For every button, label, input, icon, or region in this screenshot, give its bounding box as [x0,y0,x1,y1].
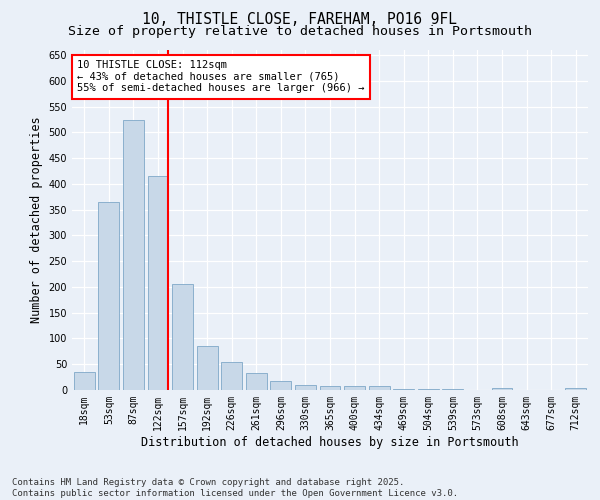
Bar [98,202,119,390]
Bar [565,388,586,390]
Text: Contains HM Land Registry data © Crown copyright and database right 2025.
Contai: Contains HM Land Registry data © Crown c… [12,478,458,498]
Bar [74,372,95,390]
Bar [368,386,389,390]
Bar [172,284,193,390]
Text: Size of property relative to detached houses in Portsmouth: Size of property relative to detached ho… [68,25,532,38]
Text: 10 THISTLE CLOSE: 112sqm
← 43% of detached houses are smaller (765)
55% of semi-: 10 THISTLE CLOSE: 112sqm ← 43% of detach… [77,60,365,94]
Text: 10, THISTLE CLOSE, FAREHAM, PO16 9FL: 10, THISTLE CLOSE, FAREHAM, PO16 9FL [143,12,458,28]
Y-axis label: Number of detached properties: Number of detached properties [30,116,43,324]
Bar [246,373,267,390]
Bar [271,380,292,390]
X-axis label: Distribution of detached houses by size in Portsmouth: Distribution of detached houses by size … [141,436,519,448]
Bar [295,385,316,390]
Bar [221,362,242,390]
Bar [123,120,144,390]
Bar [148,176,169,390]
Bar [320,386,340,390]
Bar [491,388,512,390]
Bar [197,346,218,390]
Bar [344,386,365,390]
